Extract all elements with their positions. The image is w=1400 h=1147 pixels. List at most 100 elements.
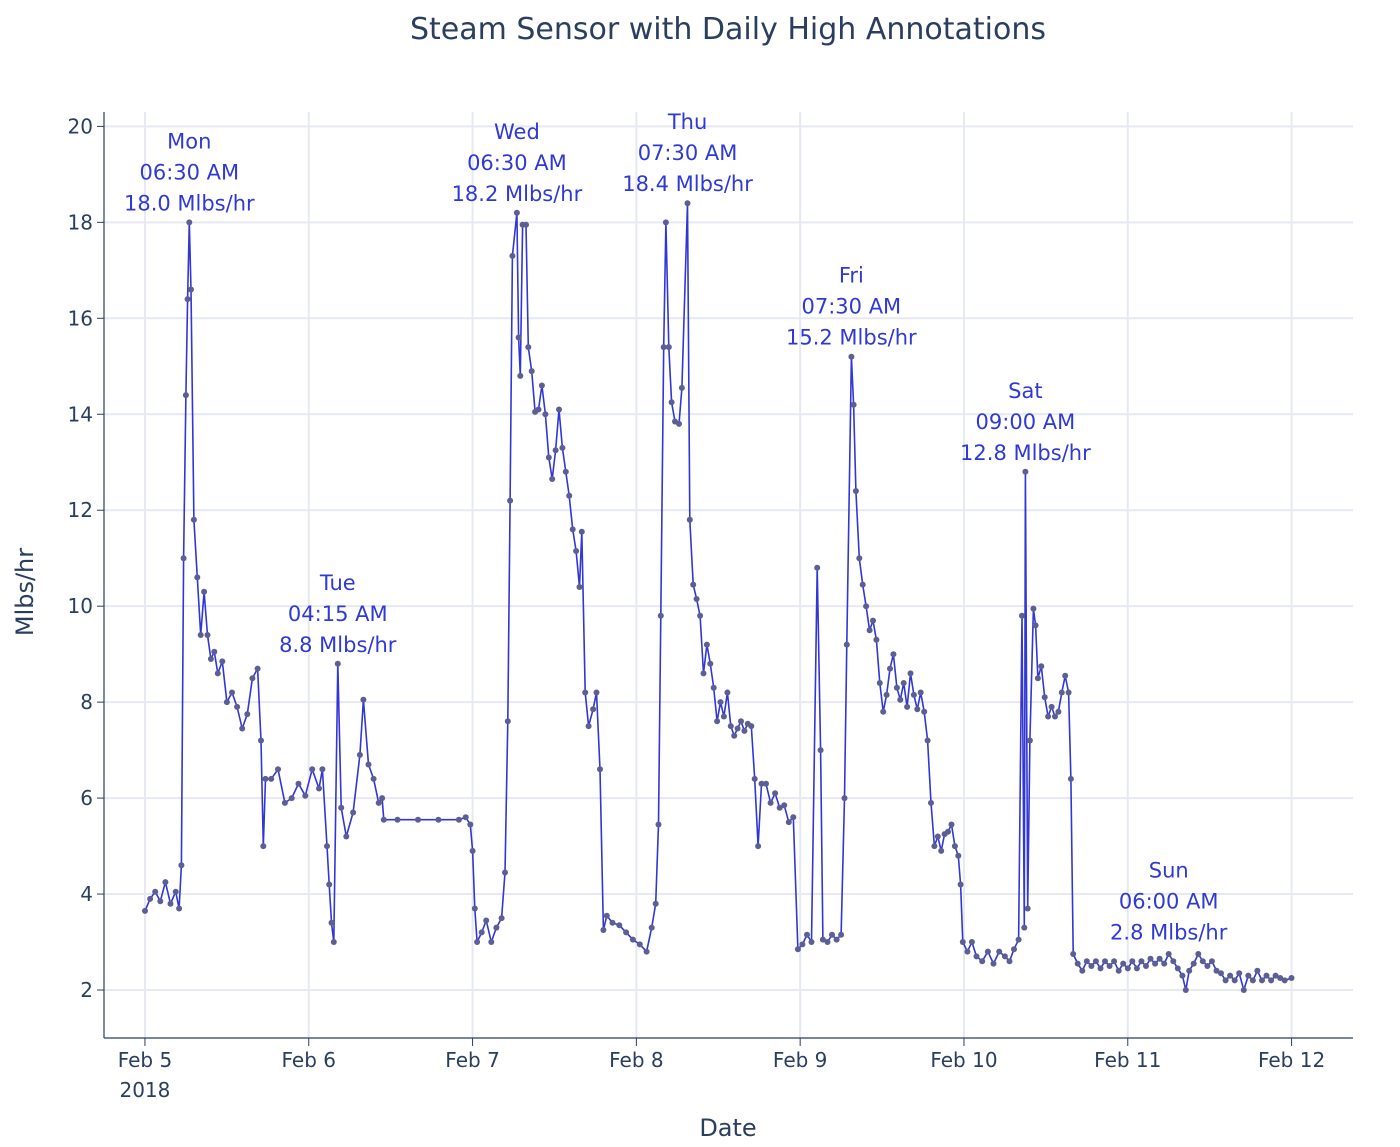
annotation-line: 18.4 Mlbs/hr — [622, 172, 753, 196]
data-point — [873, 636, 880, 643]
data-point — [1124, 965, 1131, 972]
data-point — [684, 200, 691, 207]
data-point — [316, 785, 322, 792]
data-point — [850, 401, 857, 408]
data-point — [1199, 958, 1206, 965]
data-point — [1011, 946, 1017, 953]
data-point — [1208, 958, 1215, 965]
data-point — [1030, 605, 1037, 612]
data-point — [525, 344, 532, 351]
annotation-line: 06:30 AM — [467, 151, 567, 175]
gridlines — [104, 112, 1353, 1038]
data-point — [223, 699, 230, 706]
data-point — [1133, 965, 1140, 972]
annotation-line: 06:30 AM — [139, 160, 239, 184]
annotation-line: Tue — [319, 571, 356, 595]
data-point — [1268, 977, 1275, 984]
data-point — [665, 344, 672, 351]
data-point — [1106, 963, 1113, 969]
data-point — [356, 751, 363, 758]
data-point — [652, 900, 659, 907]
data-point — [824, 939, 831, 945]
data-point — [1038, 663, 1045, 670]
x-tick-label: Feb 8 — [609, 1048, 664, 1072]
data-point — [931, 843, 938, 850]
y-axis-title: Mlbs/hr — [11, 548, 39, 636]
y-tick-label: 20 — [68, 114, 93, 138]
data-point — [700, 670, 707, 677]
data-point — [1204, 963, 1211, 969]
data-point — [938, 847, 945, 854]
data-point — [394, 816, 401, 823]
data-point — [1288, 975, 1295, 981]
data-point — [636, 941, 643, 948]
data-point — [1088, 963, 1095, 969]
data-point — [493, 924, 500, 931]
data-point — [887, 665, 893, 672]
data-point — [1065, 689, 1072, 696]
data-point — [738, 718, 744, 725]
data-point — [629, 936, 636, 943]
x-tick-label: Feb 11 — [1094, 1048, 1161, 1072]
data-point — [590, 706, 597, 713]
data-point — [566, 492, 573, 499]
data-point — [1254, 967, 1261, 974]
y-tick-label: 2 — [80, 978, 93, 1002]
data-point — [324, 843, 330, 850]
data-point — [1245, 972, 1252, 979]
data-point — [474, 939, 481, 945]
data-point — [959, 939, 966, 945]
data-point — [1152, 960, 1159, 967]
data-point — [142, 907, 148, 914]
data-point — [573, 548, 580, 554]
data-point — [1129, 958, 1136, 965]
x-tick-label: Feb 7 — [445, 1048, 500, 1072]
data-point — [819, 936, 826, 943]
data-point — [194, 574, 201, 581]
data-point — [258, 737, 264, 744]
data-point — [176, 905, 183, 912]
data-point — [462, 814, 469, 821]
data-point — [741, 727, 748, 734]
data-point — [1052, 713, 1058, 720]
data-point — [1161, 960, 1168, 967]
data-point — [1190, 960, 1197, 967]
data-point — [415, 816, 421, 823]
annotation-line: 04:15 AM — [288, 602, 388, 626]
annotation-line: 12.8 Mlbs/hr — [960, 441, 1091, 465]
annotation-line: Fri — [839, 264, 864, 288]
data-point — [817, 747, 824, 754]
data-point — [1263, 972, 1270, 979]
data-point — [180, 555, 187, 562]
data-point — [478, 929, 485, 936]
data-point — [951, 843, 958, 850]
data-point — [380, 816, 387, 823]
data-point — [562, 468, 569, 475]
data-point — [1001, 953, 1008, 960]
data-point — [968, 939, 975, 945]
data-point — [157, 898, 164, 905]
annotation-line: 18.0 Mlbs/hr — [124, 191, 255, 215]
data-point — [603, 912, 610, 919]
data-point — [727, 723, 734, 730]
data-point — [559, 444, 566, 451]
data-point — [1015, 936, 1022, 943]
data-point — [883, 691, 890, 698]
data-point — [488, 939, 495, 945]
data-point — [229, 689, 235, 696]
data-point — [370, 775, 377, 782]
data-point — [455, 816, 462, 823]
data-point — [843, 641, 850, 648]
data-point — [804, 931, 810, 938]
data-point — [1249, 977, 1256, 984]
data-point — [1048, 703, 1055, 710]
data-point — [197, 632, 204, 638]
data-point — [859, 581, 866, 588]
x-tick-label: Feb 5 — [118, 1048, 173, 1072]
data-point — [326, 881, 333, 888]
data-point — [350, 809, 357, 816]
data-point — [507, 497, 514, 504]
data-point — [767, 799, 774, 806]
data-point — [207, 656, 214, 662]
data-point — [328, 919, 335, 926]
